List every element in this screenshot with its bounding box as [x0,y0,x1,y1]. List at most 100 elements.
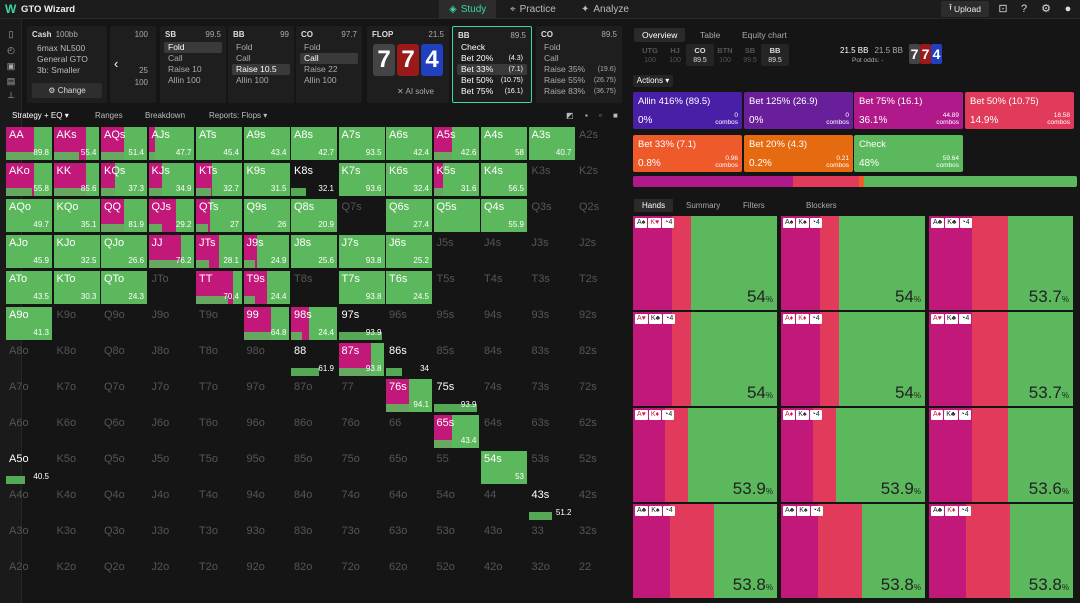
action-box[interactable]: Bet 33% (7.1) 0.8% 0.96 combos [633,135,742,172]
hand-cell[interactable]: 75s 93.9 [433,379,480,412]
seat-utg[interactable]: UTG 100 [642,46,658,64]
action-box[interactable]: Check 48% 59.64 combos [854,135,963,172]
hand-cell[interactable]: Q5s [433,199,480,232]
hand-cell[interactable]: A2o [6,559,52,592]
hand-cell[interactable]: T6s 24.5 [386,271,432,304]
hand-combo-cell[interactable]: A♠ K♥ ◔4 54% [633,216,777,310]
hand-cell[interactable]: 32o [529,559,575,592]
hand-combo-cell[interactable]: A♥ K♦ ◔4 53.9% [633,408,777,502]
hand-cell[interactable]: K8s 32.1 [291,163,337,196]
hand-cell[interactable]: J4s [481,235,527,268]
tab-filters[interactable]: Filters [743,201,765,210]
tab-breakdown[interactable]: Breakdown [145,111,186,120]
hand-cell[interactable]: Q2o [101,559,147,592]
hand-cell[interactable]: 86s 34 [386,343,432,376]
hand-cell[interactable]: Q6s 27.4 [386,199,432,232]
hand-cell[interactable]: 64s [481,415,527,448]
hand-cell[interactable]: A4o [6,487,52,520]
hand-cell[interactable]: 43s 51.2 [528,487,575,520]
hand-cell[interactable]: 53o [434,523,480,556]
hand-cell[interactable]: T8s [291,271,337,304]
hand-combo-cell[interactable]: A♣ K♠ ◔4 53.8% [781,504,925,598]
hand-cell[interactable]: 94o [244,487,290,520]
hand-cell[interactable]: JTs 28.1 [196,235,242,268]
hand-cell[interactable]: 87o [291,379,337,412]
action-box[interactable]: Bet 20% (4.3) 0.2% 0.21 combos [744,135,853,172]
hand-cell[interactable]: 82o [291,559,337,592]
print-icon[interactable]: ▤ [6,76,16,86]
hand-cell[interactable]: Q4s 55.9 [481,199,527,232]
hand-cell[interactable]: KTs 32.7 [196,163,242,196]
hand-cell[interactable]: J6o [149,415,195,448]
hand-cell[interactable]: 95o [244,451,290,484]
hand-cell[interactable]: Q8o [101,343,147,376]
hand-cell[interactable]: KK 85.6 [53,163,100,196]
hand-cell[interactable]: 92s [576,307,622,340]
hand-combo-cell[interactable]: A♦ K♦ ◔4 54% [781,312,925,406]
hand-combo-cell[interactable]: A♣ K♠ ◔4 53.8% [633,504,777,598]
change-button[interactable]: ⚙ Change [32,83,102,98]
tab-practice[interactable]: ⌖ Practice [510,4,556,15]
hand-cell[interactable]: J2s [576,235,622,268]
hand-combo-cell[interactable]: A♦ K♠ ◔4 53.9% [781,408,925,502]
action-option[interactable]: Bet 75% (16.1) [461,86,523,96]
action-box[interactable]: Bet 125% (26.9) 0% 0 combos [744,92,853,129]
hand-cell[interactable]: QJo 26.6 [101,235,147,268]
seat-co[interactable]: CO 89.5 [686,44,714,66]
hand-cell[interactable]: J7s 93.8 [338,235,385,268]
hand-cell[interactable]: K3o [54,523,100,556]
hand-cell[interactable]: Q9o [101,307,147,340]
hand-cell[interactable]: A2s [576,127,622,160]
hand-cell[interactable]: J8o [149,343,195,376]
hand-cell[interactable]: 77 [339,379,385,412]
hand-cell[interactable]: 94s [481,307,527,340]
hand-cell[interactable]: AJo 45.9 [6,235,52,268]
ai-solve-button[interactable]: ✕ AI solve [397,87,434,96]
hand-cell[interactable]: 54s 53 [481,451,527,484]
hand-combo-cell[interactable]: A♥ K♣ ◔4 53.7% [929,312,1073,406]
hand-cell[interactable]: T7o [196,379,242,412]
hand-cell[interactable]: J6s 25.2 [386,235,432,268]
hand-combo-cell[interactable]: A♣ K♦ ◔4 53.8% [929,504,1073,598]
hand-cell[interactable]: 54o [434,487,480,520]
hand-cell[interactable]: Q4o [101,487,147,520]
hand-cell[interactable]: 43o [481,523,527,556]
seat-hj[interactable]: HJ 100 [669,46,681,64]
view-mode-icon-1[interactable]: ◩ [566,111,574,120]
hand-cell[interactable]: 97o [244,379,290,412]
hand-cell[interactable]: QTo 24.3 [101,271,147,304]
hand-cell[interactable]: 84s [481,343,527,376]
hand-cell[interactable]: TT 70.4 [196,271,242,304]
hand-cell[interactable]: J9s 24.9 [243,235,290,268]
upload-button[interactable]: ⭱ Upload [941,1,989,17]
hand-cell[interactable]: 93o [244,523,290,556]
hand-cell[interactable]: ATo 43.5 [6,271,52,304]
view-mode-icon-4[interactable]: ■ [613,111,618,120]
hand-cell[interactable]: K4o [54,487,100,520]
hand-cell[interactable]: T4o [196,487,242,520]
tab-hands[interactable]: Hands [634,199,674,212]
hand-cell[interactable]: 55 [434,451,480,484]
hand-cell[interactable]: K4s 56.5 [481,163,527,196]
action-option[interactable]: Check [461,42,486,52]
hand-cell[interactable]: Q2s [576,199,622,232]
hand-cell[interactable]: 96o [244,415,290,448]
hand-cell[interactable]: T6o [196,415,242,448]
hand-cell[interactable]: J4o [149,487,195,520]
hand-cell[interactable]: 85s [434,343,480,376]
hand-cell[interactable]: 53s [529,451,575,484]
hand-cell[interactable]: 63o [386,523,432,556]
hand-cell[interactable]: 82s [576,343,622,376]
hand-cell[interactable]: T8o [196,343,242,376]
hand-cell[interactable]: K2o [54,559,100,592]
action-option[interactable]: Allin 100 [304,75,337,85]
tab-ranges[interactable]: Ranges [95,111,123,120]
settings-icon[interactable]: ⚙ [1041,3,1051,15]
hand-cell[interactable]: 83s [529,343,575,376]
tab-overview[interactable]: Overview [634,28,686,42]
strategy-eq-dropdown[interactable]: Strategy + EQ ▾ [12,111,69,120]
hand-cell[interactable]: T9s 24.4 [243,271,290,304]
hand-cell[interactable]: K3s [529,163,575,196]
screenshot-icon[interactable]: ⊡ [998,3,1008,15]
hand-cell[interactable]: J2o [149,559,195,592]
